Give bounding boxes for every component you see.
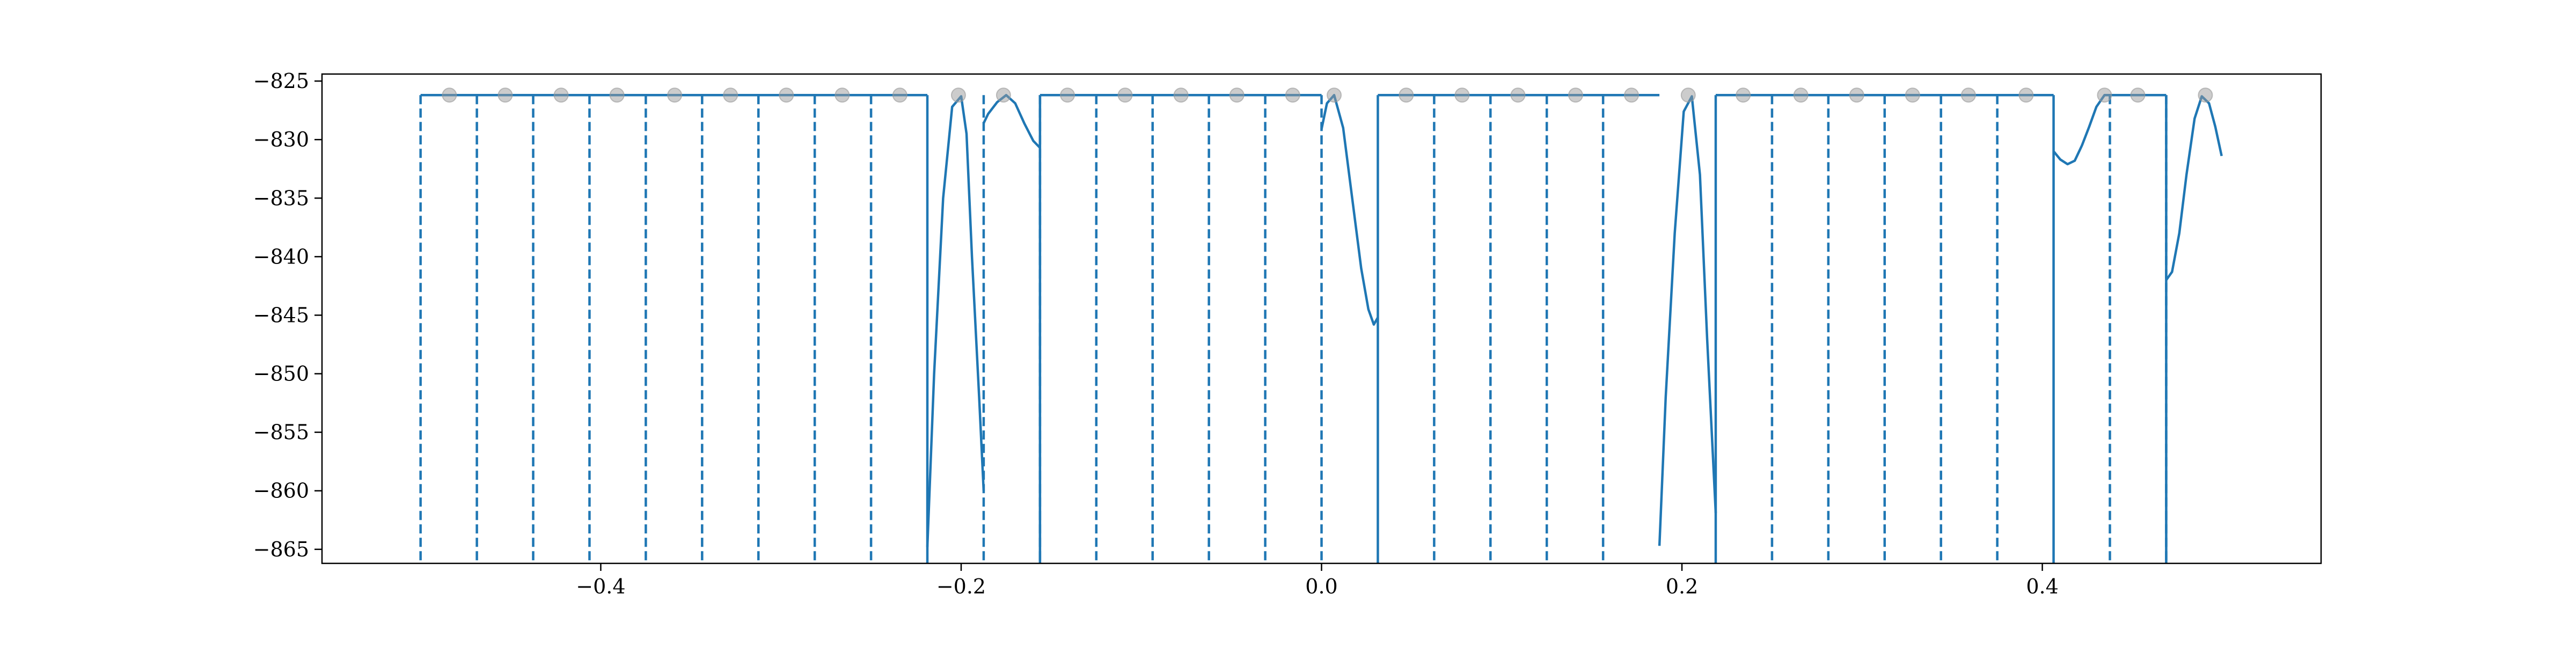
x-tick-label: 0.4 [2026,575,2058,598]
data-point [497,87,513,103]
x-tick-label: 0.0 [1305,575,1337,598]
data-point [442,87,457,103]
data-point [1060,87,1075,103]
data-point [667,87,683,103]
series-line [982,94,1041,149]
y-tick-label: −845 [253,303,309,327]
x-tick-label: −0.2 [936,575,986,598]
markers-layer [442,87,2213,103]
data-point [892,87,908,103]
data-point [1680,87,1696,103]
y-tick-label: −865 [253,538,309,561]
data-point [835,87,850,103]
data-point [1117,87,1133,103]
data-point [2198,87,2213,103]
data-point [723,87,738,103]
data-point [609,87,625,103]
data-point [1454,87,1470,103]
y-tick-label: −855 [253,421,309,444]
y-tick-label: −860 [253,479,309,503]
x-axis: −0.4 −0.2 0.0 0.2 0.4 [576,563,2059,598]
data-point [2130,87,2146,103]
series-line [2052,94,2110,166]
data-point [1849,87,1864,103]
data-point [996,87,1011,103]
data-point [1285,87,1300,103]
y-tick-label: −825 [253,69,309,93]
x-tick-label: 0.2 [1666,575,1698,598]
data-point [1624,87,1640,103]
data-point [1960,87,1976,103]
data-point [1173,87,1189,103]
series-line [926,95,985,547]
y-tick-label: −840 [253,245,309,268]
y-tick-label: −835 [253,186,309,210]
x-tick-label: −0.4 [576,575,625,598]
series-line [1658,95,1717,546]
data-point [1510,87,1526,103]
data-point [950,87,966,103]
series-line [2165,95,2223,281]
data-point [1793,87,1809,103]
data-point [779,87,794,103]
data-point [1905,87,1920,103]
data-point [1736,87,1751,103]
data-point [1399,87,1414,103]
y-axis: −825 −830 −835 −840 −845 −850 −855 −860 −865 [253,69,322,561]
data-point [2097,87,2112,103]
data-point [1327,87,1342,103]
y-tick-label: −830 [253,128,309,151]
series-line [1320,94,1379,326]
vertical-lines-layer [419,95,2168,563]
data-point [2018,87,2034,103]
data-point [1229,87,1245,103]
data-point [1568,87,1583,103]
data-point [553,87,569,103]
y-tick-label: −850 [253,362,309,386]
